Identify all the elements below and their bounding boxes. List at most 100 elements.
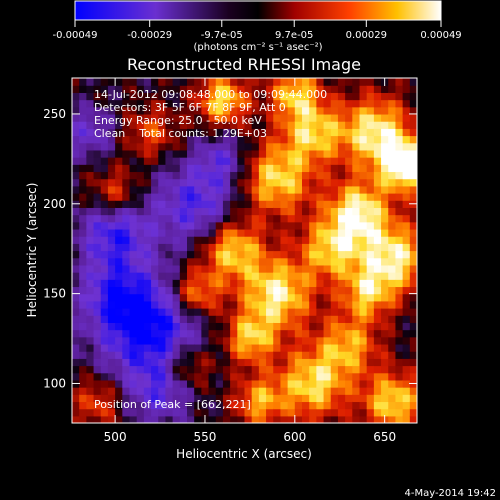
heatmap-cell xyxy=(244,336,253,345)
heatmap-cell xyxy=(93,99,102,108)
heatmap-cell xyxy=(266,343,274,352)
heatmap-cell xyxy=(359,379,368,388)
heatmap-cell xyxy=(273,200,282,208)
heatmap-cell xyxy=(194,193,202,201)
heatmap-cell xyxy=(158,387,167,395)
heatmap-cell xyxy=(143,200,152,208)
heatmap-cell xyxy=(107,308,116,316)
heatmap-cell xyxy=(258,178,267,187)
heatmap-cell xyxy=(230,272,238,280)
heatmap-cell xyxy=(402,243,411,252)
heatmap-cell xyxy=(302,92,310,101)
heatmap-cell xyxy=(93,157,102,165)
heatmap-cell xyxy=(294,387,303,395)
heatmap-cell xyxy=(201,185,210,194)
heatmap-cell xyxy=(409,185,417,194)
heatmap-cell xyxy=(294,92,303,101)
heatmap-cell xyxy=(93,343,102,352)
heatmap-cell xyxy=(316,387,325,395)
heatmap-cell xyxy=(100,214,109,223)
heatmap-cell xyxy=(381,401,389,410)
heatmap-cell xyxy=(388,78,397,86)
heatmap-cell xyxy=(359,106,368,115)
heatmap-cell xyxy=(302,351,310,359)
heatmap-cell xyxy=(244,272,253,280)
heatmap-cell xyxy=(244,92,253,101)
heatmap-cell xyxy=(373,221,382,230)
annotation-time-range: 14-Jul-2012 09:08:48.000 to 09:09:44.000 xyxy=(94,88,327,101)
heatmap-cell xyxy=(294,293,303,302)
heatmap-cell xyxy=(302,372,310,381)
heatmap-cell xyxy=(107,387,116,395)
heatmap-cell xyxy=(86,293,95,302)
heatmap-cell xyxy=(273,149,282,158)
heatmap-cell xyxy=(172,257,181,266)
heatmap-cell xyxy=(230,92,238,101)
heatmap-cell xyxy=(337,214,346,223)
heatmap-cell xyxy=(345,142,353,151)
colorbar: -0.00049 -0.00029 -9.7e-05 9.7e-05 0.00029 0.… xyxy=(53,0,462,53)
heatmap-cell xyxy=(194,78,202,86)
heatmap-cell xyxy=(302,149,310,158)
heatmap-cell xyxy=(258,365,267,374)
heatmap-cell xyxy=(194,379,202,388)
heatmap-cell xyxy=(215,200,224,208)
heatmap-cell xyxy=(165,113,174,122)
heatmap-cell xyxy=(237,286,246,295)
heatmap-cell xyxy=(316,293,325,302)
heatmap-cell xyxy=(309,228,317,237)
heatmap-cell xyxy=(330,394,339,403)
heatmap-cell xyxy=(251,343,260,352)
heatmap-cell xyxy=(172,149,181,158)
heatmap-cell xyxy=(244,106,253,115)
heatmap-cell xyxy=(388,106,397,115)
heatmap-cell xyxy=(136,214,145,223)
heatmap-cell xyxy=(136,207,145,216)
heatmap-cell xyxy=(244,415,253,423)
heatmap-cell xyxy=(79,293,87,302)
heatmap-cell xyxy=(345,272,353,280)
heatmap-cell xyxy=(251,322,260,331)
colorbar-tick-label: -9.7e-05 xyxy=(201,30,243,41)
heatmap-cell xyxy=(316,200,325,208)
heatmap-cell xyxy=(208,243,217,252)
heatmap-cell xyxy=(330,264,339,273)
heatmap-cell xyxy=(122,286,131,295)
heatmap-cell xyxy=(222,279,231,288)
heatmap-cell xyxy=(115,394,123,403)
heatmap-cell xyxy=(237,351,246,359)
heatmap-cell xyxy=(115,336,123,345)
heatmap-cell xyxy=(273,236,282,244)
y-tick-label: 250 xyxy=(43,107,66,121)
heatmap-cell xyxy=(72,221,80,230)
heatmap-cell xyxy=(129,178,138,187)
heatmap-cell xyxy=(294,171,303,180)
heatmap-cell xyxy=(409,408,417,417)
heatmap-cell xyxy=(208,85,217,93)
heatmap-cell xyxy=(266,185,274,194)
heatmap-cell xyxy=(208,178,217,187)
heatmap-cell xyxy=(366,185,375,194)
colorbar-unit-label: (photons cm⁻² s⁻¹ asec⁻²) xyxy=(193,42,322,53)
heatmap-cell xyxy=(337,135,346,144)
heatmap-cell xyxy=(122,142,131,151)
heatmap-cell xyxy=(266,272,274,280)
heatmap-cell xyxy=(72,408,80,417)
heatmap-cell xyxy=(115,236,123,244)
heatmap-cell xyxy=(366,250,375,259)
heatmap-cell xyxy=(294,394,303,403)
heatmap-cell xyxy=(100,300,109,309)
heatmap-cell xyxy=(323,149,332,158)
heatmap-cell xyxy=(381,387,389,395)
heatmap-cell xyxy=(172,315,181,323)
heatmap-cell xyxy=(280,315,289,323)
heatmap-cell xyxy=(79,415,87,423)
heatmap-cell xyxy=(93,336,102,345)
heatmap-cell xyxy=(79,113,87,122)
heatmap-cell xyxy=(294,221,303,230)
heatmap-cell xyxy=(187,315,195,323)
heatmap-cell xyxy=(266,149,274,158)
heatmap-cell xyxy=(258,351,267,359)
heatmap-cell xyxy=(345,308,353,316)
heatmap-cell xyxy=(208,164,217,173)
